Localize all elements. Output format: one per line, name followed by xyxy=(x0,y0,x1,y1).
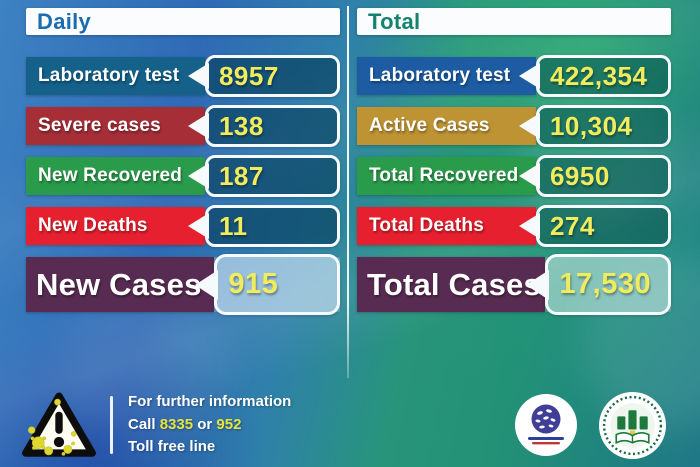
footer-divider xyxy=(110,396,113,454)
stat-value-box: 187 xyxy=(187,155,340,197)
stat-value-box: 274 xyxy=(518,205,671,247)
arrow-left-icon xyxy=(518,63,540,89)
arrow-left-icon xyxy=(526,269,550,300)
stat-row-daily-lab-test: Laboratory test 8957 xyxy=(26,55,340,97)
stat-value: 422,354 xyxy=(549,60,648,91)
or-label: or xyxy=(197,415,213,433)
stat-label: Laboratory test xyxy=(38,65,180,86)
info-line-1: For further information xyxy=(128,393,292,411)
arrow-left-icon xyxy=(518,113,540,139)
call-label: Call xyxy=(128,415,156,433)
stat-value-box: 17,530 xyxy=(526,254,671,315)
stat-row-total-active: Active Cases 10,304 xyxy=(357,105,671,147)
stat-label-bar: New Cases xyxy=(26,257,215,312)
stat-label-bar: Total Cases xyxy=(357,257,546,312)
info-line-3: Toll free line xyxy=(128,438,216,456)
stat-value: 6950 xyxy=(549,160,610,191)
stat-value-box: 138 xyxy=(187,105,340,147)
stat-label: Total Recovered xyxy=(369,165,519,186)
arrow-left-icon xyxy=(187,213,209,239)
stat-row-daily-severe: Severe cases 138 xyxy=(26,105,340,147)
stat-value-box: 422,354 xyxy=(518,55,671,97)
stat-label-bar: Severe cases xyxy=(26,107,205,145)
stat-value-box: 915 xyxy=(195,254,340,315)
stat-label: Active Cases xyxy=(369,115,490,136)
phone-number-2: 952 xyxy=(216,415,242,433)
stat-label: Severe cases xyxy=(38,115,161,136)
footer: For further information Call 8335 or 952… xyxy=(0,383,700,467)
stat-label-bar: Active Cases xyxy=(357,107,536,145)
phone-number-1: 8335 xyxy=(159,415,194,433)
arrow-left-icon xyxy=(187,113,209,139)
logos xyxy=(515,391,666,459)
stat-value: 274 xyxy=(549,210,595,241)
stat-row-total-lab-test: Laboratory test 422,354 xyxy=(357,55,671,97)
stat-label-bar: New Recovered xyxy=(26,157,205,195)
stat-label-bar: Laboratory test xyxy=(26,57,205,95)
total-header-label: Total xyxy=(368,8,421,34)
arrow-left-icon xyxy=(518,213,540,239)
stat-value: 17,530 xyxy=(559,268,652,300)
stat-label: Total Cases xyxy=(367,266,541,302)
stat-row-total-deaths: Total Deaths 274 xyxy=(357,205,671,247)
stat-value: 10,304 xyxy=(549,110,633,141)
stat-label-bar: New Deaths xyxy=(26,207,205,245)
stat-label-bar: Total Recovered xyxy=(357,157,536,195)
stat-value: 915 xyxy=(228,268,279,300)
stat-label-bar: Total Deaths xyxy=(357,207,536,245)
stat-row-total-recovered: Total Recovered 6950 xyxy=(357,155,671,197)
stat-label-bar: Laboratory test xyxy=(357,57,536,95)
total-header: Total xyxy=(357,8,671,35)
stat-label: New Recovered xyxy=(38,165,183,186)
arrow-left-icon xyxy=(195,269,219,300)
warning-virus-triangle-icon xyxy=(22,392,96,457)
stat-value: 138 xyxy=(218,110,264,141)
hotline-info: For further information Call 8335 or 952… xyxy=(128,391,291,459)
ministry-of-health-logo xyxy=(515,394,577,456)
stat-row-daily-new-cases: New Cases 915 xyxy=(26,254,340,315)
arrow-left-icon xyxy=(518,163,540,189)
arrow-left-icon xyxy=(187,163,209,189)
arrow-left-icon xyxy=(187,63,209,89)
public-health-institute-logo xyxy=(599,391,666,459)
stat-value: 187 xyxy=(218,160,264,191)
stat-value: 11 xyxy=(218,210,248,241)
stat-value-box: 10,304 xyxy=(518,105,671,147)
stat-label: New Cases xyxy=(36,266,202,302)
total-column: Total Laboratory test 422,354 Active Cas… xyxy=(357,8,671,315)
stat-value-box: 8957 xyxy=(187,55,340,97)
stat-label: Total Deaths xyxy=(369,215,485,236)
stat-value-box: 6950 xyxy=(518,155,671,197)
stat-value: 8957 xyxy=(218,60,279,91)
stat-label: Laboratory test xyxy=(369,65,511,86)
daily-column: Daily Laboratory test 8957 Severe cases … xyxy=(26,8,340,315)
stat-row-daily-recovered: New Recovered 187 xyxy=(26,155,340,197)
info-line-2: Call 8335 or 952 xyxy=(128,414,291,437)
stat-row-total-cases: Total Cases 17,530 xyxy=(357,254,671,315)
daily-header: Daily xyxy=(26,8,340,35)
stat-label: New Deaths xyxy=(38,215,148,236)
stat-value-box: 11 xyxy=(187,205,340,247)
daily-header-label: Daily xyxy=(37,8,92,34)
stat-row-daily-deaths: New Deaths 11 xyxy=(26,205,340,247)
column-divider xyxy=(347,6,349,378)
